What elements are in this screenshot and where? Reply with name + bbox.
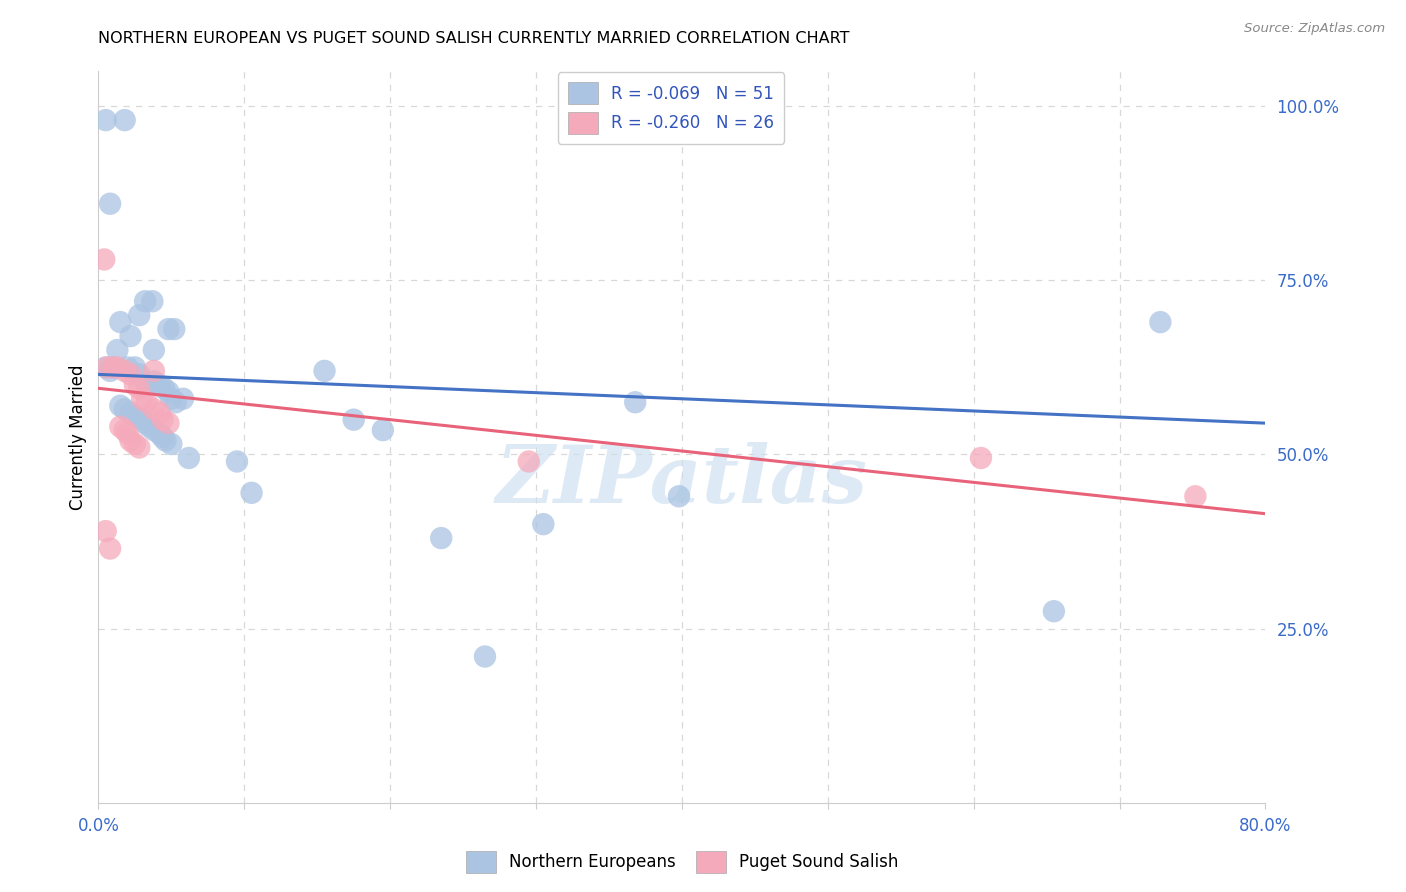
Point [134, 416, 156, 430]
Point [124, 377, 146, 392]
Point [142, 423, 165, 437]
Point [101, 360, 124, 375]
Legend: Northern Europeans, Puget Sound Salish: Northern Europeans, Puget Sound Salish [458, 845, 905, 880]
Point [135, 395, 157, 409]
Point [128, 308, 150, 322]
Point [172, 392, 194, 406]
Point [226, 454, 249, 468]
Point [371, 423, 394, 437]
Point [120, 368, 142, 382]
Point [149, 426, 172, 441]
Point [120, 434, 142, 448]
Point [314, 364, 336, 378]
Point [98, 196, 121, 211]
Point [177, 450, 200, 465]
Point [343, 412, 366, 426]
Point [152, 412, 174, 426]
Point [624, 395, 647, 409]
Point [160, 392, 183, 406]
Point [531, 517, 554, 532]
Point [110, 399, 132, 413]
Point [160, 437, 183, 451]
Point [98, 541, 121, 556]
Text: NORTHERN EUROPEAN VS PUGET SOUND SALISH CURRENTLY MARRIED CORRELATION CHART: NORTHERN EUROPEAN VS PUGET SOUND SALISH … [98, 31, 849, 46]
Point [135, 377, 157, 392]
Point [94, 524, 117, 538]
Point [474, 649, 496, 664]
Point [124, 360, 146, 375]
Point [430, 531, 453, 545]
Point [141, 294, 163, 309]
Point [128, 381, 150, 395]
Point [970, 450, 993, 465]
Point [1043, 604, 1066, 618]
Point [94, 360, 117, 375]
Point [157, 416, 180, 430]
Legend: R = -0.069   N = 51, R = -0.260   N = 26: R = -0.069 N = 51, R = -0.260 N = 26 [558, 72, 785, 144]
Point [124, 437, 146, 451]
Text: Source: ZipAtlas.com: Source: ZipAtlas.com [1244, 22, 1385, 36]
Point [131, 392, 153, 406]
Point [117, 426, 139, 441]
Text: ZIPatlas: ZIPatlas [496, 442, 868, 520]
Point [114, 364, 136, 378]
Point [240, 485, 263, 500]
Point [105, 360, 128, 375]
Point [110, 419, 132, 434]
Point [96, 360, 118, 375]
Point [120, 329, 142, 343]
Point [165, 395, 187, 409]
Y-axis label: Currently Married: Currently Married [69, 364, 87, 510]
Point [105, 343, 128, 357]
Point [134, 294, 156, 309]
Point [517, 454, 540, 468]
Point [157, 322, 180, 336]
Point [1149, 315, 1171, 329]
Point [101, 360, 124, 375]
Point [128, 368, 150, 382]
Point [114, 113, 136, 128]
Point [131, 412, 153, 426]
Point [114, 423, 136, 437]
Point [114, 402, 136, 417]
Point [152, 430, 174, 444]
Point [668, 489, 690, 503]
Point [142, 375, 165, 389]
Point [142, 343, 165, 357]
Point [142, 364, 165, 378]
Point [153, 381, 176, 395]
Point [149, 406, 172, 420]
Point [155, 434, 177, 448]
Point [124, 409, 146, 424]
Point [163, 322, 186, 336]
Point [117, 360, 139, 375]
Point [149, 377, 172, 392]
Point [98, 364, 121, 378]
Point [138, 419, 160, 434]
Point [94, 113, 117, 128]
Point [142, 402, 165, 417]
Point [93, 252, 115, 267]
Point [128, 441, 150, 455]
Point [1184, 489, 1206, 503]
Point [120, 406, 142, 420]
Point [110, 315, 132, 329]
Point [157, 384, 180, 399]
